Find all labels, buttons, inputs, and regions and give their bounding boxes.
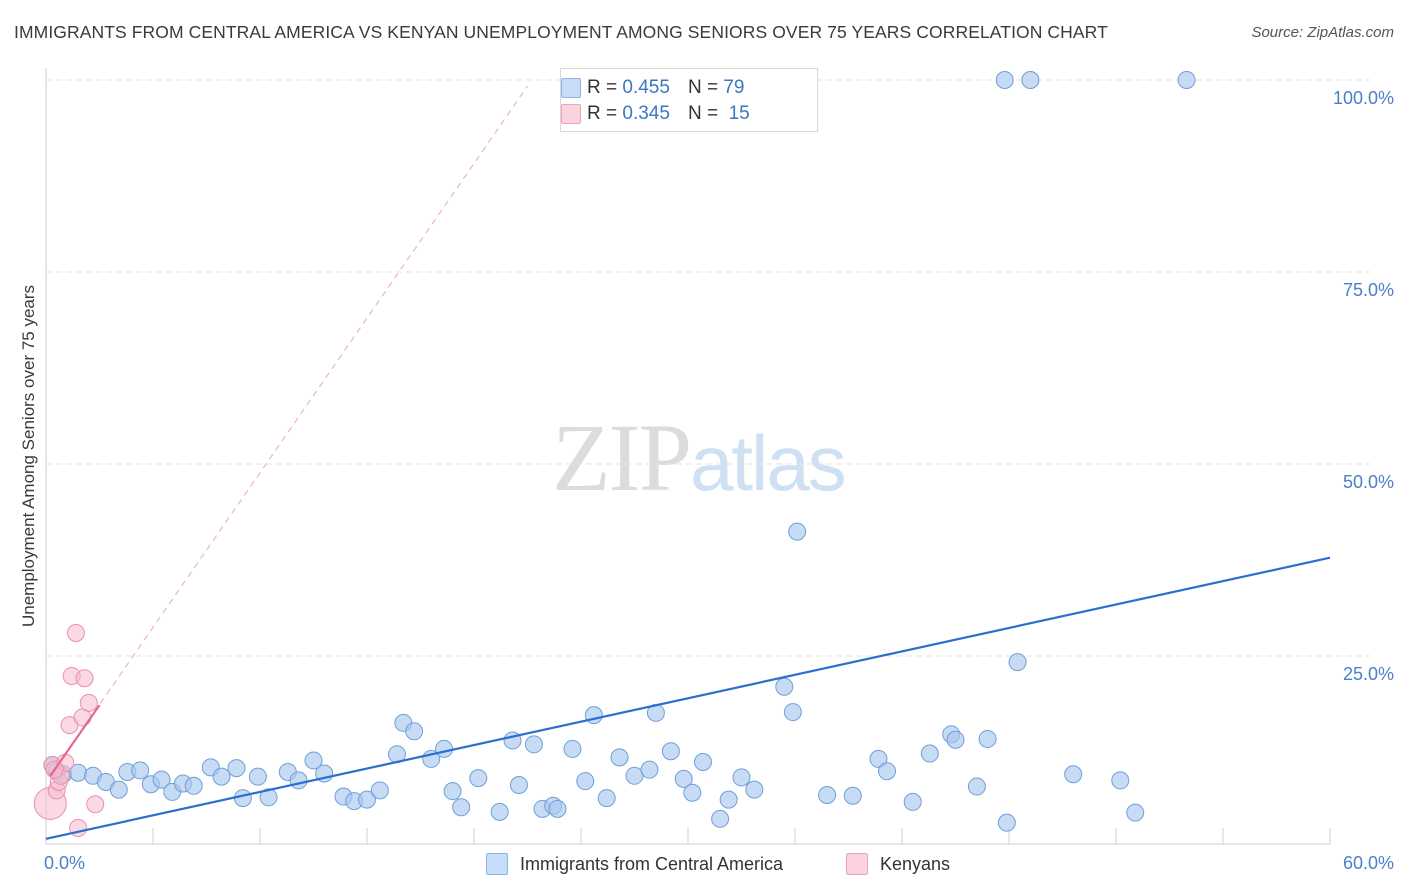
point-central-america (469, 769, 488, 788)
point-central-america (920, 744, 939, 763)
watermark: ZIPatlas (552, 402, 847, 513)
point-central-america (903, 792, 922, 811)
point-central-america (227, 759, 246, 778)
point-central-america (443, 782, 462, 801)
bottom-legend-central-america: Immigrants from Central America (486, 852, 783, 876)
point-central-america (152, 770, 171, 789)
point-central-america (978, 729, 997, 748)
x-tick-label: 60.0% (1343, 853, 1394, 873)
correlation-legend: R = 0.455 N = 79 R = 0.345 N = 15 (560, 68, 818, 132)
point-central-america (1008, 653, 1027, 672)
point-central-america (576, 772, 595, 791)
point-kenyans (66, 623, 85, 642)
point-kenyans (79, 693, 98, 712)
point-central-america (109, 780, 128, 799)
point-central-america (358, 790, 376, 809)
point-central-america (131, 761, 150, 780)
bottom-legend-label: Kenyans (880, 853, 951, 874)
point-central-america (745, 780, 764, 799)
point-kenyans (86, 795, 105, 814)
point-central-america (946, 730, 965, 749)
y-tick-label: 50.0% (1343, 472, 1394, 492)
legend-r-value: 0.345 (622, 103, 670, 124)
legend-row-kenyans: R = 0.345 N = 15 (561, 102, 750, 126)
chart-title: IMMIGRANTS FROM CENTRAL AMERICA VS KENYA… (14, 22, 1108, 42)
legend-n-value: 79 (723, 77, 745, 98)
point-central-america (732, 768, 751, 787)
point-central-america (1021, 71, 1040, 89)
y-tick-label: 25.0% (1343, 664, 1394, 684)
point-central-america (563, 739, 582, 758)
point-central-america (719, 790, 738, 809)
point-central-america (509, 776, 528, 795)
y-tick-label: 75.0% (1343, 280, 1394, 300)
kenyans-trend-extended (49, 85, 528, 777)
point-central-america (995, 71, 1014, 89)
point-central-america (878, 762, 897, 781)
point-central-america (304, 751, 323, 770)
watermark-atlas: atlas (690, 419, 847, 507)
point-central-america (693, 752, 712, 771)
y-axis-label: Unemployment Among Seniors over 75 years (19, 285, 38, 627)
point-central-america (184, 776, 203, 795)
point-central-america (640, 760, 659, 779)
legend-swatch-central-america (561, 78, 581, 98)
central-america-trend-line (45, 556, 1331, 840)
point-central-america (625, 766, 644, 785)
point-central-america (783, 703, 802, 722)
bottom-legend-kenyans: Kenyans (846, 852, 950, 876)
point-kenyans (75, 669, 94, 688)
point-central-america (289, 771, 308, 790)
point-central-america (711, 809, 730, 828)
point-central-america (674, 769, 693, 788)
point-central-america (405, 722, 424, 741)
legend-n-value: 15 (728, 103, 750, 124)
point-central-america (1126, 803, 1145, 822)
point-central-america (997, 813, 1016, 832)
legend-row-central-america: R = 0.455 N = 79 (561, 76, 745, 100)
point-central-america (661, 742, 680, 761)
point-central-america (1177, 71, 1196, 89)
legend-n-label: N = (687, 103, 719, 124)
point-central-america (248, 767, 267, 786)
point-central-america (370, 781, 389, 800)
kenyans-trend-line (49, 704, 101, 777)
point-central-america (259, 788, 278, 807)
point-central-america (683, 783, 702, 802)
point-central-america (775, 677, 794, 696)
point-central-america (490, 802, 509, 821)
bottom-legend-swatch-central-america (486, 853, 508, 875)
y-tick-label: 100.0% (1333, 88, 1394, 108)
point-central-america (843, 786, 862, 805)
watermark-zip: ZIP (552, 404, 692, 511)
legend-n-label: N = (687, 77, 719, 98)
legend-r-value: 0.455 (622, 77, 670, 98)
legend-swatch-kenyans (561, 104, 581, 124)
point-central-america (967, 777, 986, 796)
point-central-america (452, 798, 471, 817)
x-tick-label: 0.0% (44, 853, 85, 873)
point-central-america (548, 799, 567, 818)
point-central-america (524, 735, 543, 754)
point-central-america (435, 739, 454, 758)
point-central-america (610, 748, 629, 767)
point-central-america (869, 749, 888, 768)
point-central-america (818, 786, 837, 805)
point-central-america (1111, 771, 1130, 790)
chart-source: Source: ZipAtlas.com (1251, 24, 1394, 41)
point-central-america (597, 789, 616, 808)
point-central-america (212, 767, 231, 786)
bottom-legend-label: Immigrants from Central America (520, 853, 784, 874)
point-central-america (788, 522, 807, 541)
point-central-america (1064, 765, 1083, 784)
bottom-legend-swatch-kenyans (846, 853, 868, 875)
legend-r-label: R = (587, 77, 618, 98)
legend-r-label: R = (587, 103, 618, 124)
